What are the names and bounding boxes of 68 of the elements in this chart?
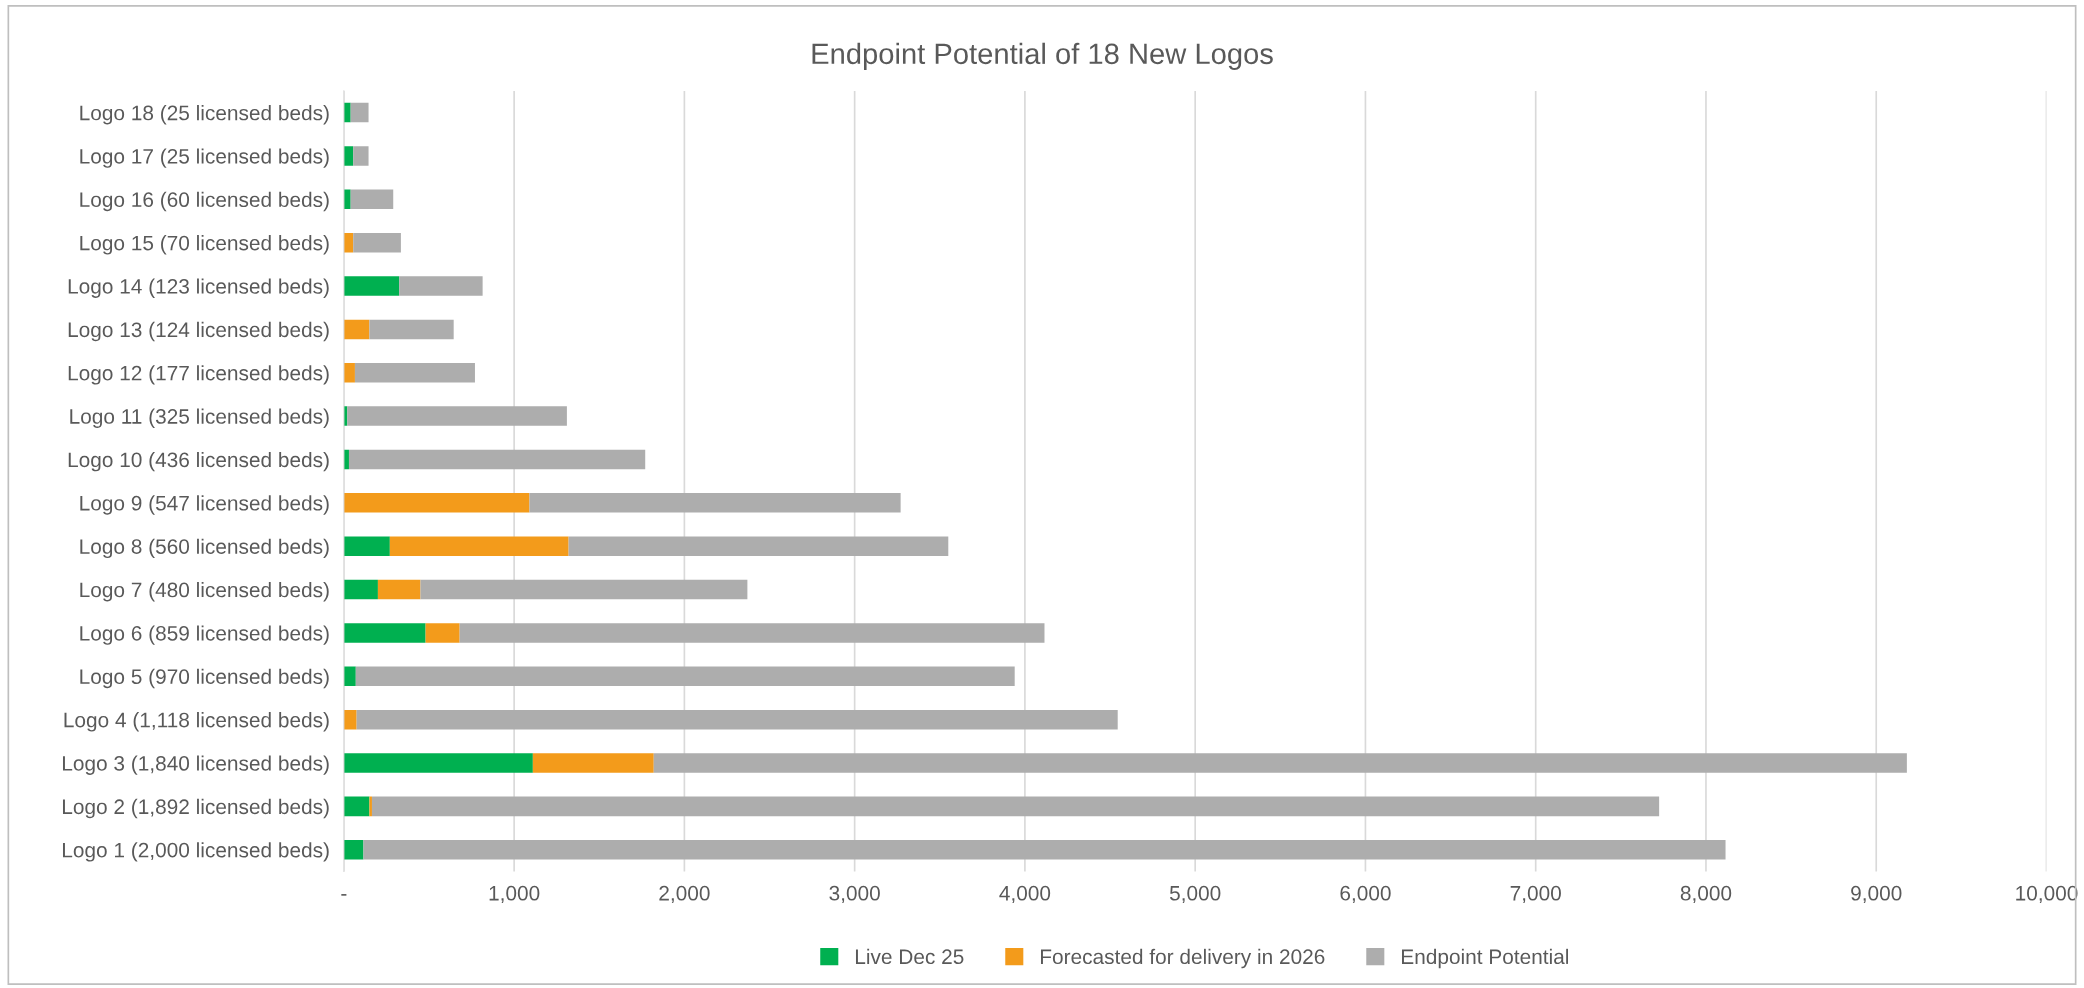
bar: [343, 623, 426, 643]
bar: [353, 146, 369, 166]
bar: [653, 753, 1907, 773]
x-tick-label: 8,000: [1680, 885, 1732, 904]
y-tick-label: Logo 18 (25 licensed beds): [80, 105, 329, 125]
y-tick-label: Logo 9 (547 licensed beds): [80, 495, 329, 515]
bar: [343, 536, 390, 556]
bar: [356, 709, 1118, 730]
y-tick-label: Logo 16 (60 licensed beds): [80, 191, 329, 212]
y-tick-label: Logo 6 (859 licensed beds): [80, 625, 329, 645]
legend-label: Live Dec 25: [855, 948, 964, 965]
x-tick-label: 4,000: [999, 885, 1051, 904]
bar: [343, 493, 530, 513]
bar: [350, 102, 369, 123]
x-tick-label: 6,000: [1340, 885, 1391, 904]
y-tick-label: Logo 12 (177 licensed beds): [68, 365, 329, 385]
bar: [363, 839, 1726, 860]
x-tick-label: 2,000: [659, 885, 710, 904]
bar: [343, 753, 533, 773]
y-tick-label: Logo 7 (480 licensed beds): [80, 582, 329, 602]
legend-label: Endpoint Potential: [1402, 948, 1569, 969]
x-tick-label: 5,000: [1169, 885, 1221, 904]
x-tick-label: 7,000: [1510, 885, 1561, 904]
bar: [348, 449, 646, 470]
bar: [350, 189, 394, 210]
bar: [399, 276, 483, 296]
y-tick-label: Logo 15 (70 licensed beds): [80, 235, 329, 255]
y-tick-label: Logo 17 (25 licensed beds): [80, 148, 329, 168]
bar: [343, 666, 356, 687]
bar: [343, 709, 357, 730]
bar: [343, 362, 355, 383]
bar: [355, 666, 1015, 687]
bar: [389, 536, 569, 556]
bar: [369, 796, 372, 817]
x-tick-label: 9,000: [1851, 885, 1902, 904]
y-tick-label: Logo 3 (1,840 licensed beds): [63, 755, 329, 775]
y-tick-label: Logo 4 (1,118 licensed beds): [64, 712, 329, 732]
bar: [425, 623, 460, 643]
bar: [343, 319, 370, 340]
legend-label: Forecasted for delivery in 2026: [1041, 948, 1325, 969]
bar: [343, 839, 364, 860]
bar: [354, 362, 475, 383]
x-tick-label: 1,000: [489, 885, 540, 904]
bar: [532, 753, 654, 773]
bar: [343, 276, 400, 296]
bar: [343, 579, 378, 600]
x-tick-label: 10,000: [2016, 885, 2078, 904]
bar: [459, 623, 1045, 643]
x-tick-label: 3,000: [829, 885, 880, 904]
bar: [347, 406, 567, 426]
bar: [529, 493, 901, 513]
chart-title: Endpoint Potential of 18 New Logos: [812, 42, 1273, 70]
bar: [420, 579, 748, 600]
y-tick-label: Logo 10 (436 licensed beds): [68, 451, 329, 472]
bar: [353, 232, 401, 253]
bar: [568, 536, 949, 556]
bar: [369, 319, 454, 340]
y-tick-label: Logo 8 (560 licensed beds): [80, 538, 329, 559]
y-tick-label: Logo 14 (123 licensed beds): [68, 278, 329, 298]
y-tick-label: Logo 2 (1,892 licensed beds): [63, 798, 329, 819]
x-tick-label: -: [341, 894, 347, 896]
bar: [343, 796, 370, 817]
y-tick-label: Logo 13 (124 licensed beds): [68, 321, 329, 342]
y-tick-label: Logo 11 (325 licensed beds): [70, 408, 329, 428]
y-tick-label: Logo 5 (970 licensed beds): [80, 668, 329, 689]
bar: [371, 796, 1660, 817]
y-tick-label: Logo 1 (2,000 licensed beds): [63, 842, 329, 862]
bar: [377, 579, 421, 600]
